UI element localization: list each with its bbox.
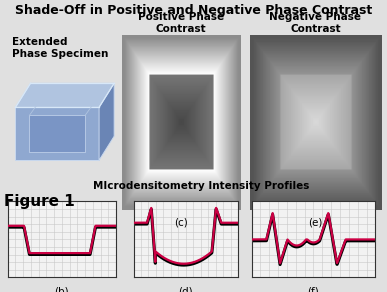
- Text: (f): (f): [308, 286, 319, 292]
- Text: Shade-Off in Positive and Negative Phase Contrast: Shade-Off in Positive and Negative Phase…: [15, 4, 372, 18]
- Text: Extended
Phase Specimen: Extended Phase Specimen: [12, 36, 108, 59]
- Text: Figure 1: Figure 1: [4, 194, 75, 209]
- Text: (a): (a): [55, 205, 69, 215]
- Text: MIcrodensitometry Intensity Profiles: MIcrodensitometry Intensity Profiles: [93, 181, 310, 191]
- Text: (d): (d): [178, 286, 193, 292]
- Polygon shape: [29, 115, 85, 152]
- Text: (b): (b): [55, 286, 69, 292]
- Text: Positive Phase
Contrast: Positive Phase Contrast: [138, 12, 224, 34]
- Text: (e): (e): [308, 218, 323, 227]
- Polygon shape: [99, 83, 114, 160]
- Polygon shape: [15, 83, 114, 107]
- Text: Negative Phase
Contrast: Negative Phase Contrast: [269, 12, 361, 34]
- Polygon shape: [15, 107, 99, 160]
- Text: (c): (c): [174, 218, 188, 227]
